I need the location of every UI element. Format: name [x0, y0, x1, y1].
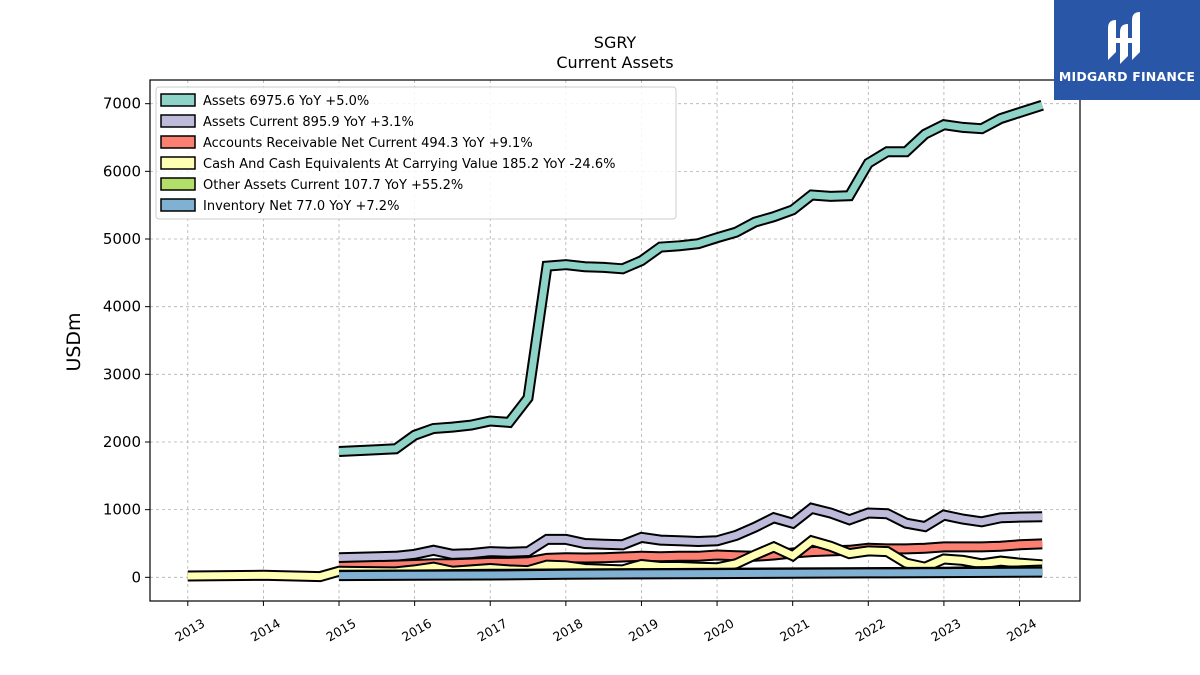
legend: Assets 6975.6 YoY +5.0% Assets Current 89…	[155, 86, 677, 220]
logo-mark-icon	[1108, 12, 1140, 64]
legend-swatch	[160, 156, 196, 170]
series-line	[338, 566, 1043, 582]
y-ticks: 0 1000 2000 3000 4000 5000 6000 7000	[103, 95, 150, 586]
y-tick-label: 4000	[103, 298, 141, 316]
brand-logo: MIDGARD FINANCE	[1054, 0, 1200, 100]
y-tick-label: 2000	[103, 433, 141, 451]
series-core	[187, 536, 1043, 581]
x-tick-label: 2022	[853, 616, 888, 645]
x-tick-label: 2017	[475, 616, 510, 645]
legend-swatch	[160, 114, 196, 128]
x-tick-label: 2015	[323, 616, 358, 645]
series-line	[338, 502, 1043, 564]
x-tick-label: 2013	[172, 616, 207, 645]
legend-swatch	[160, 135, 196, 149]
series-core	[338, 101, 1044, 455]
legend-label: Other Assets Current 107.7 YoY +55.2%	[203, 178, 463, 193]
series-layer	[187, 100, 1044, 583]
x-tick-label: 2023	[928, 616, 963, 645]
chart-title: SGRY	[594, 33, 637, 52]
y-tick-label: 3000	[103, 365, 141, 383]
legend-label: Cash And Cash Equivalents At Carrying Va…	[203, 157, 615, 172]
x-tick-label: 2016	[399, 616, 434, 645]
y-tick-label: 7000	[103, 95, 141, 113]
x-tick-label: 2018	[550, 616, 585, 645]
series-line	[187, 534, 1043, 583]
x-tick-label: 2020	[702, 616, 737, 645]
series-line	[338, 538, 1043, 572]
brand-name: MIDGARD FINANCE	[1058, 69, 1196, 84]
legend-label: Assets Current 895.9 YoY +3.1%	[203, 115, 414, 130]
series-core	[338, 540, 1043, 570]
series-line	[338, 100, 1044, 457]
y-axis-label: USDm	[63, 312, 85, 371]
x-tick-label: 2024	[1004, 616, 1039, 645]
y-tick-label: 1000	[103, 501, 141, 519]
legend-label: Accounts Receivable Net Current 494.3 Yo…	[203, 136, 533, 151]
x-tick-label: 2021	[777, 616, 812, 645]
legend-swatch	[160, 93, 196, 107]
chart-subtitle: Current Assets	[556, 53, 673, 72]
legend-label: Inventory Net 77.0 YoY +7.2%	[203, 199, 399, 214]
x-tick-label: 2019	[626, 616, 661, 645]
plot-frame	[149, 79, 1081, 602]
y-tick-label: 0	[131, 568, 141, 586]
y-tick-label: 6000	[103, 162, 141, 180]
legend-box	[155, 86, 677, 220]
y-tick-label: 5000	[103, 230, 141, 248]
x-tick-label: 2014	[248, 616, 283, 645]
series-core	[338, 504, 1043, 562]
legend-swatch	[160, 198, 196, 212]
x-ticks: 2013 2014 2015 2016 2017 2018 2019 2020 2021 2022…	[172, 601, 1039, 644]
series-core	[338, 568, 1043, 580]
legend-swatch	[160, 177, 196, 191]
legend-label: Assets 6975.6 YoY +5.0%	[203, 94, 369, 109]
